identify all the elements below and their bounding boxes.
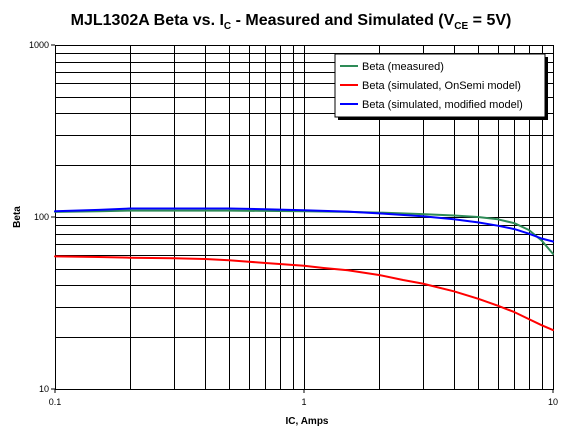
legend-box — [334, 53, 546, 118]
x-axis-label: IC, Amps — [286, 416, 329, 427]
series-line — [54, 255, 554, 332]
y-tick-label: 1000 — [29, 40, 49, 50]
legend-label: Beta (simulated, OnSemi model) — [362, 80, 521, 92]
chart-title: MJL1302A Beta vs. IC - Measured and Simu… — [71, 12, 512, 32]
legend: Beta (measured) Beta (simulated, OnSemi m… — [334, 53, 548, 120]
x-tick-label: 0.1 — [49, 397, 62, 407]
y-tick-label: 10 — [39, 384, 49, 394]
series-line — [54, 207, 554, 243]
legend-label: Beta (measured) — [362, 61, 444, 73]
y-tick-label: 100 — [34, 212, 49, 222]
x-tick-label: 10 — [548, 397, 558, 407]
series-lines — [54, 207, 554, 332]
y-axis-label: Beta — [12, 206, 23, 228]
x-tick-label: 1 — [301, 397, 306, 407]
legend-label: Beta (simulated, modified model) — [362, 99, 523, 111]
